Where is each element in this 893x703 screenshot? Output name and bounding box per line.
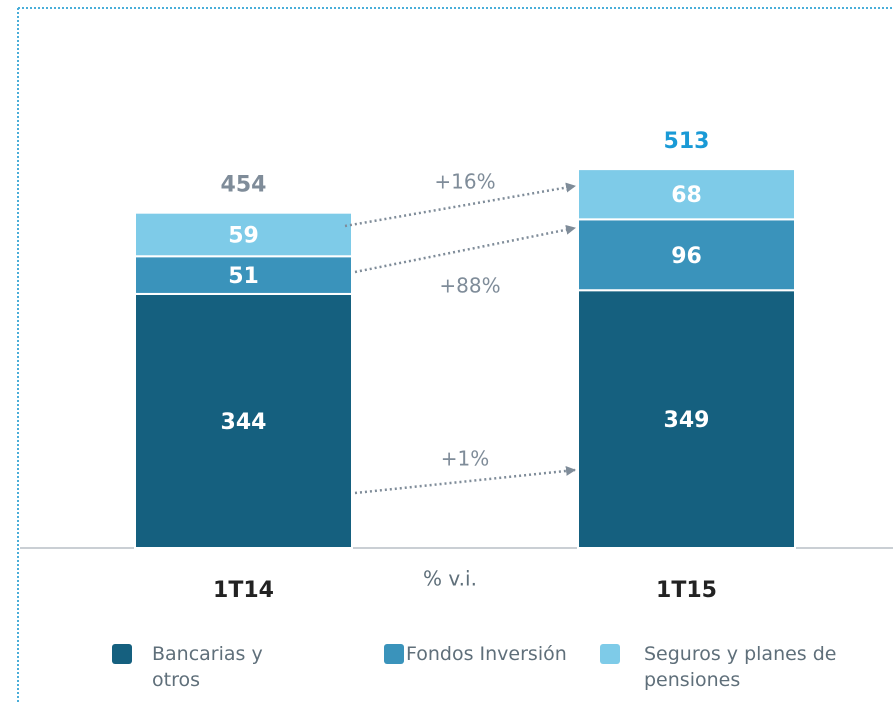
axis-note: % v.i. [423,567,477,591]
bar-segment [577,168,796,221]
bar-segment [577,289,796,549]
change-arrow [344,182,576,228]
total-label: 513 [664,129,710,154]
legend-swatch [600,644,620,664]
value-label: 344 [221,410,267,435]
bar-segment [134,292,353,549]
total-label: 454 [221,173,267,198]
bar-segment [577,218,796,292]
value-label: 96 [671,244,702,269]
legend-swatch [112,644,132,664]
change-arrow [354,465,576,495]
bar-segment [134,211,353,258]
change-arrow [354,224,576,274]
value-label: 51 [228,264,259,289]
annotation: +88% [439,274,500,298]
value-label: 349 [664,408,710,433]
annotation: +1% [441,447,490,471]
annotation: +16% [434,170,495,194]
value-label: 68 [671,183,702,208]
legend-label: Bancarias y otros [152,643,263,691]
legend-swatch [384,644,404,664]
x-tick-label: 1T14 [213,578,274,603]
legend-label: Fondos Inversión [406,643,567,665]
value-label: 59 [228,223,259,248]
x-tick-label: 1T15 [656,578,717,603]
legend-label: Seguros y planes de pensiones [644,643,837,691]
